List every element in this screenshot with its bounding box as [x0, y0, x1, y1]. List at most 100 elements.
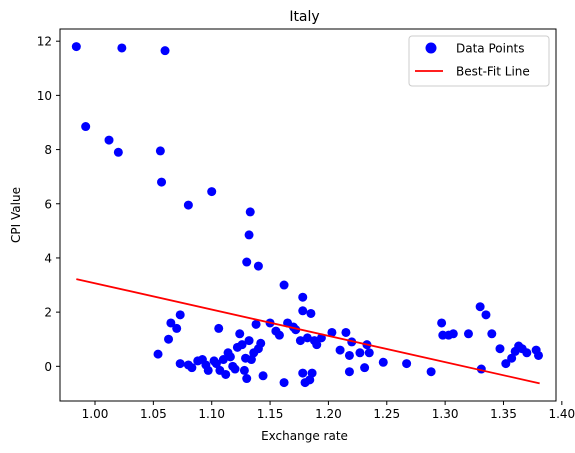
data-point — [239, 365, 249, 375]
y-axis: 0 2 4 6 8 10 12 — [37, 35, 60, 374]
data-point — [246, 355, 256, 365]
data-point — [402, 359, 412, 369]
data-point — [207, 187, 217, 197]
data-point — [487, 329, 497, 339]
data-point — [155, 146, 165, 156]
data-point — [306, 308, 316, 318]
data-point — [258, 371, 268, 381]
data-point — [230, 364, 240, 374]
data-point — [203, 365, 213, 375]
data-point — [251, 319, 261, 329]
data-point — [312, 340, 322, 350]
y-tick-label: 6 — [44, 197, 52, 211]
data-point — [305, 375, 315, 385]
data-point — [211, 359, 221, 369]
data-point — [533, 350, 543, 360]
data-point — [175, 359, 185, 369]
data-point — [463, 329, 473, 339]
data-point — [172, 323, 182, 333]
legend-marker-data-points — [425, 42, 437, 54]
x-axis: 1.00 1.05 1.10 1.15 1.20 1.25 1.30 1.35 1.40 — [82, 401, 575, 421]
x-tick-label: 1.20 — [315, 407, 342, 421]
data-point — [426, 367, 436, 377]
y-tick-label: 8 — [44, 143, 52, 157]
data-point — [274, 330, 284, 340]
y-tick-label: 4 — [44, 251, 52, 265]
data-point — [448, 329, 458, 339]
y-tick-label: 12 — [37, 35, 52, 49]
data-point — [71, 42, 81, 52]
x-tick-label: 1.40 — [548, 407, 575, 421]
data-point — [298, 306, 308, 316]
y-tick-label: 0 — [44, 360, 52, 374]
data-point — [341, 327, 351, 337]
data-point — [279, 378, 289, 388]
x-tick-label: 1.00 — [82, 407, 109, 421]
y-tick-label: 10 — [37, 89, 52, 103]
data-point — [81, 122, 91, 132]
data-point — [475, 302, 485, 312]
data-point — [298, 292, 308, 302]
x-axis-label: Exchange rate — [261, 429, 348, 443]
data-point — [256, 338, 266, 348]
x-tick-label: 1.05 — [140, 407, 167, 421]
data-point — [355, 348, 365, 358]
data-point — [360, 363, 370, 373]
x-tick-label: 1.10 — [198, 407, 225, 421]
data-point — [153, 349, 163, 359]
data-point — [364, 348, 374, 358]
data-point — [437, 318, 447, 328]
data-point — [501, 359, 511, 369]
data-point — [113, 147, 123, 157]
data-point — [495, 344, 505, 354]
data-point — [335, 345, 345, 355]
data-point — [298, 368, 308, 378]
data-point — [157, 177, 167, 187]
data-point — [218, 355, 228, 365]
data-point — [242, 374, 252, 384]
data-point — [244, 230, 254, 240]
data-point — [160, 46, 170, 56]
data-point — [253, 261, 263, 271]
data-point — [237, 340, 247, 350]
data-point — [183, 200, 193, 210]
x-tick-label: 1.30 — [432, 407, 459, 421]
x-tick-label: 1.35 — [490, 407, 517, 421]
data-point — [302, 333, 312, 343]
data-point — [104, 135, 114, 145]
data-point — [244, 336, 254, 346]
data-point — [481, 310, 491, 320]
data-point — [214, 323, 224, 333]
data-point — [507, 353, 517, 363]
data-point — [307, 368, 317, 378]
data-point — [295, 336, 305, 346]
data-point — [187, 363, 197, 373]
data-point — [242, 257, 252, 267]
y-axis-label: CPI Value — [9, 187, 23, 243]
chart-title: Italy — [289, 9, 319, 25]
data-point — [221, 369, 231, 379]
plot-frame — [59, 28, 557, 402]
data-point — [164, 334, 174, 344]
best-fit-line — [76, 278, 540, 385]
x-tick-label: 1.15 — [257, 407, 284, 421]
x-tick-label: 1.25 — [373, 407, 400, 421]
data-point — [117, 43, 127, 53]
data-point — [166, 318, 176, 328]
data-point — [175, 310, 185, 320]
data-point — [327, 327, 337, 337]
data-point — [522, 348, 532, 358]
plot-marks — [71, 42, 543, 388]
legend-box — [408, 35, 550, 87]
data-point — [235, 329, 245, 339]
legend-label-data-points: Data Points — [456, 42, 525, 56]
data-point — [279, 280, 289, 290]
legend-label-best-fit: Best-Fit Line — [456, 65, 530, 79]
legend: Data Points Best-Fit Line — [408, 35, 550, 87]
data-point — [344, 367, 354, 377]
data-point — [378, 357, 388, 367]
y-tick-label: 2 — [44, 306, 52, 320]
data-point — [245, 207, 255, 217]
data-point — [344, 350, 354, 360]
